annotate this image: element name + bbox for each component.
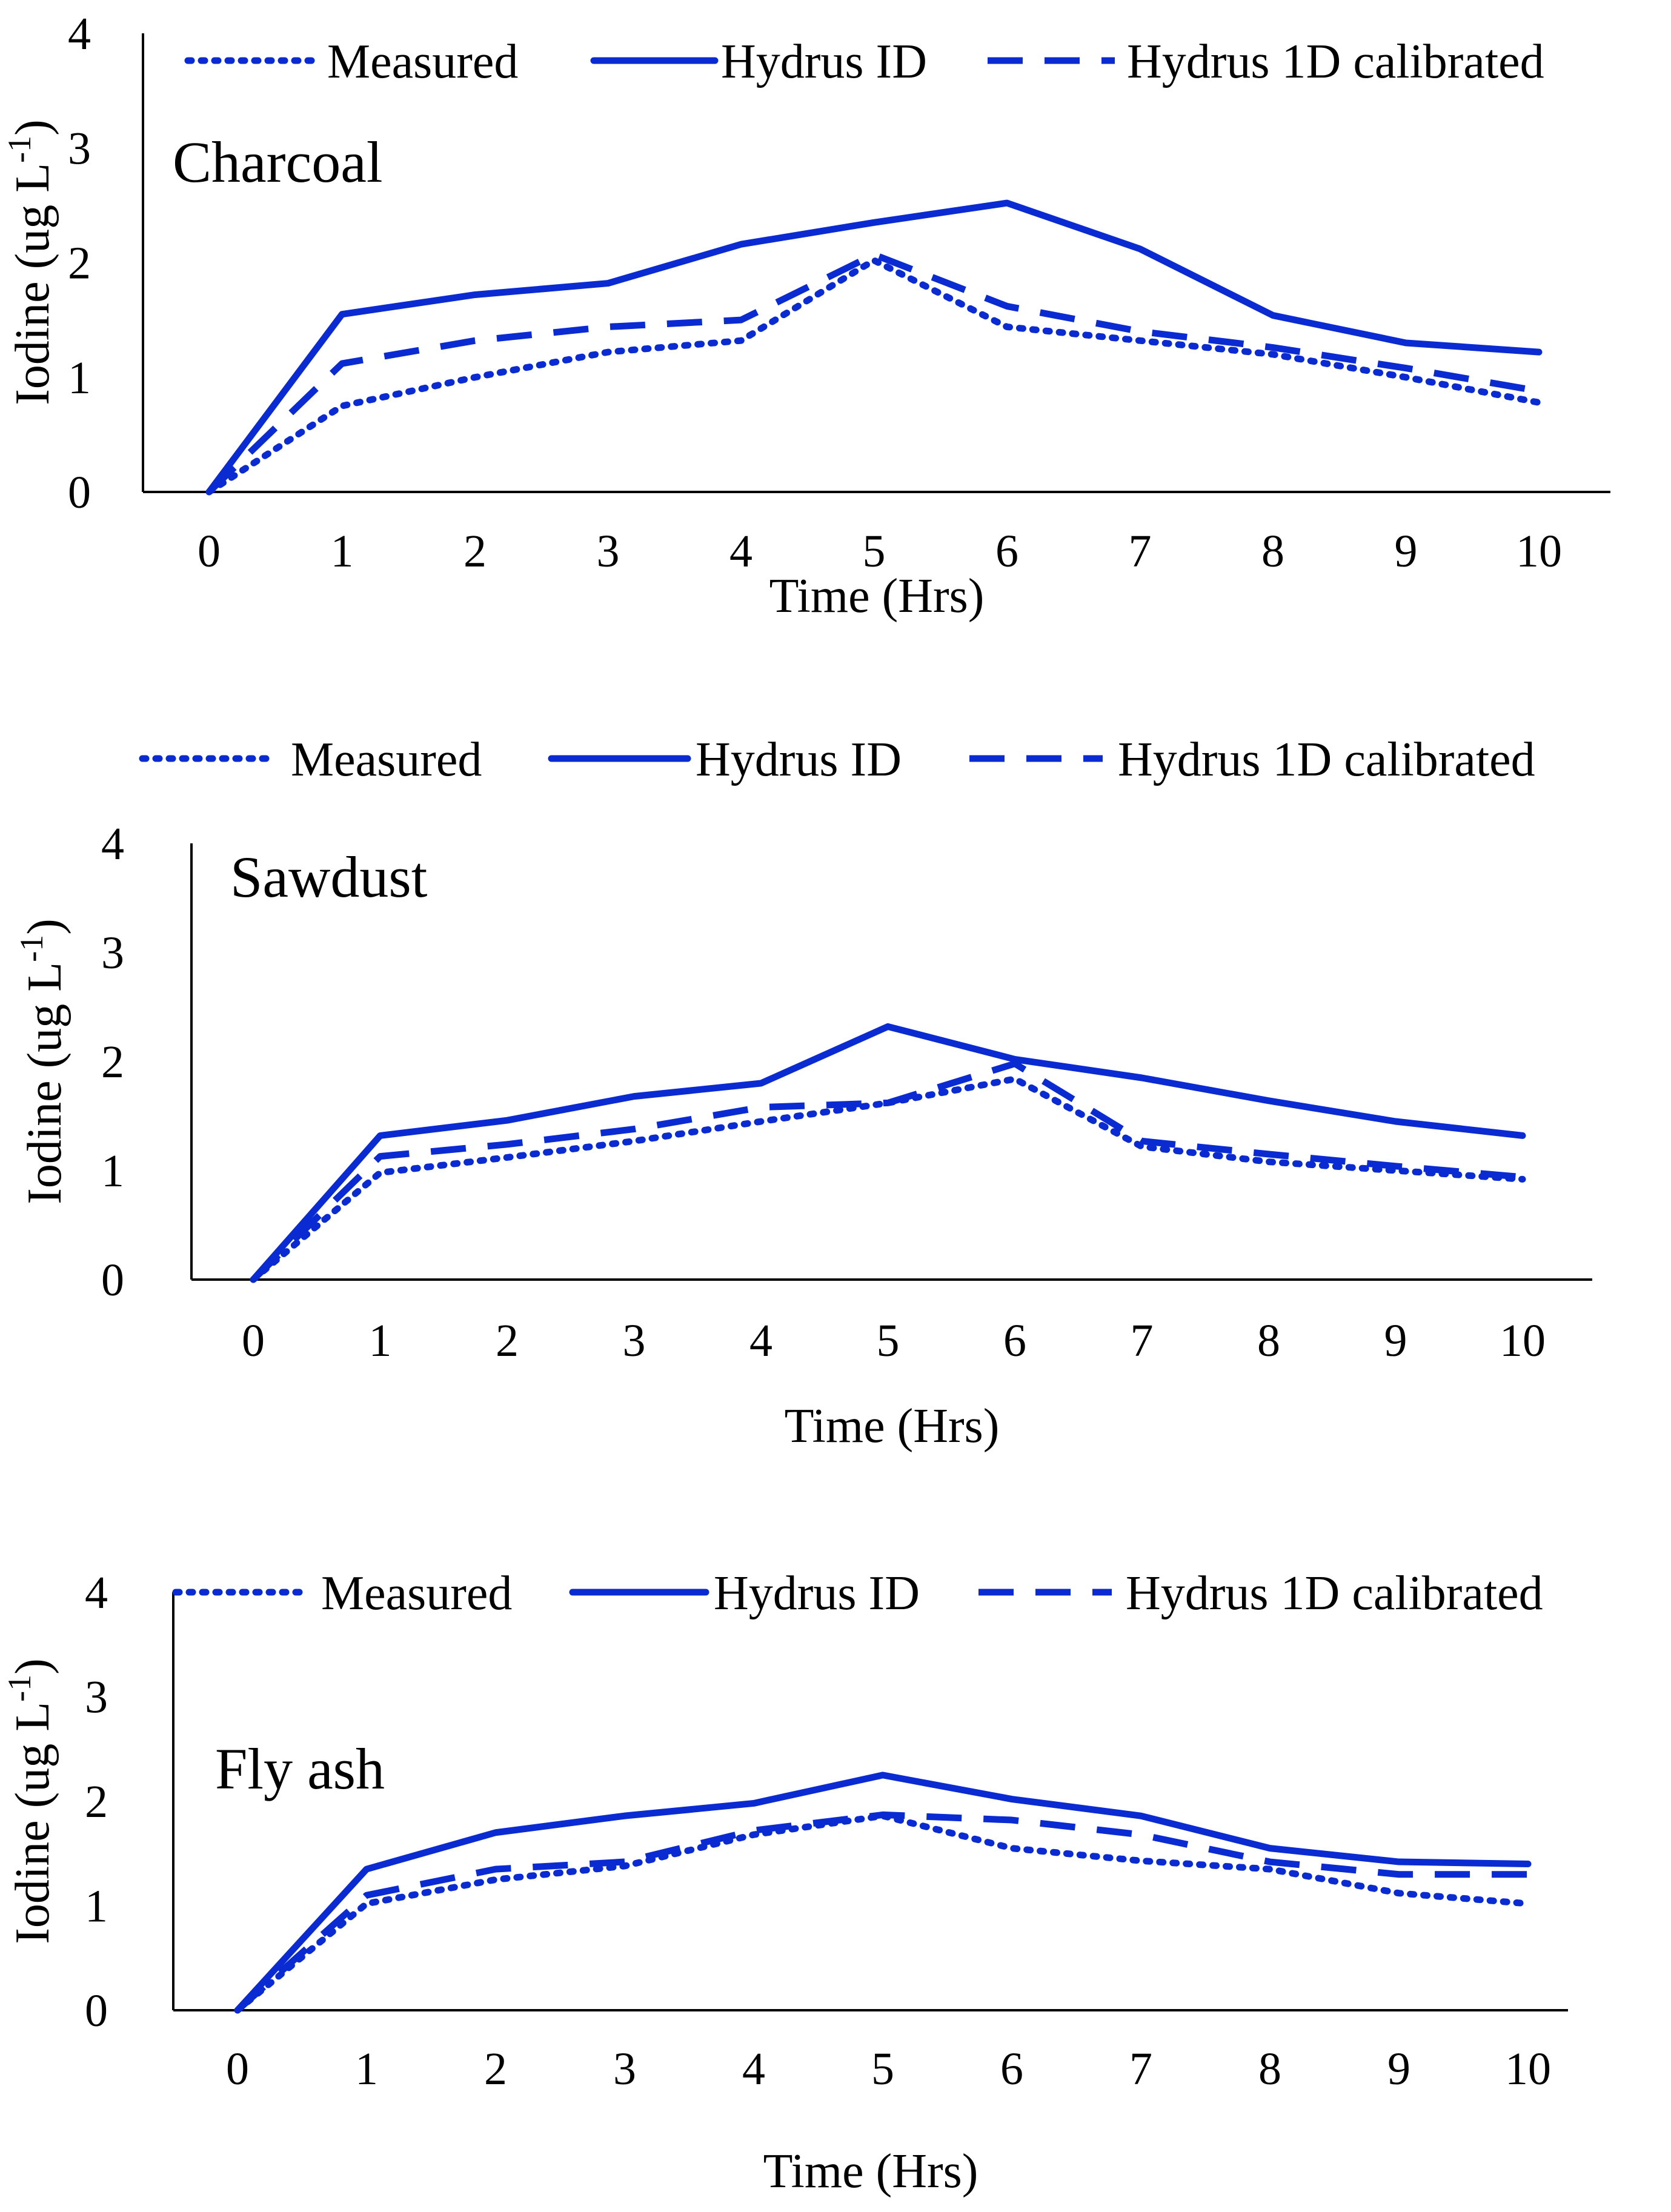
x-tick-label: 8 <box>1258 2044 1281 2094</box>
y-axis-title: Iodine (ug L-1) <box>13 918 71 1204</box>
legend-label-hydrus-id: Hydrus ID <box>696 733 902 786</box>
y-axis-title-superscript: -1 <box>1 1675 38 1702</box>
x-tick-label: 5 <box>863 526 886 577</box>
x-tick-label: 10 <box>1516 526 1562 577</box>
x-tick-label: 4 <box>729 526 752 577</box>
x-tick-label: 1 <box>331 526 354 577</box>
x-axis-title: Time (Hrs) <box>763 2145 978 2198</box>
series-line-hydrus-id <box>205 199 1543 496</box>
x-tick-label: 3 <box>613 2044 636 2094</box>
legend-label-hydrus-1d-calibrated: Hydrus 1D calibrated <box>1127 35 1544 88</box>
legend-label-measured: Measured <box>327 35 518 88</box>
x-tick-label: 1 <box>355 2044 378 2094</box>
y-tick-label: 3 <box>85 1672 108 1723</box>
y-tick-label: 0 <box>85 1985 108 2036</box>
x-tick-label: 6 <box>1000 2044 1023 2094</box>
y-tick-label: 4 <box>68 8 91 59</box>
x-tick-label: 2 <box>484 2044 507 2094</box>
y-axis-title-close: ) <box>6 1658 59 1675</box>
chart-panel-sawdust: 0 1 2 3 4 0 1 2 3 4 5 6 7 8 9 10 Time (Hrs) Iodine (ug L-… <box>13 733 1592 1453</box>
series-line-hydrus-1d-calibrated <box>235 1811 1528 2013</box>
legend: Measured Hydrus ID Hydrus 1D calibrated <box>139 733 1535 786</box>
series-line-hydrus-1d-calibrated <box>251 1060 1523 1282</box>
series-line-hydrus-1d-calibrated <box>207 251 1540 494</box>
series-line-hydrus-id <box>250 1023 1526 1283</box>
y-tick-label: 4 <box>85 1567 108 1618</box>
x-tick-label: 4 <box>742 2044 765 2094</box>
legend-label-measured: Measured <box>291 733 482 786</box>
legend-label-hydrus-id: Hydrus ID <box>721 35 927 88</box>
x-tick-label: 1 <box>369 1315 392 1366</box>
x-tick-label: 5 <box>871 2044 894 2094</box>
legend-label-measured: Measured <box>321 1567 512 1620</box>
y-tick-label: 2 <box>85 1776 108 1827</box>
x-tick-label: 7 <box>1129 526 1152 577</box>
x-tick-label: 8 <box>1261 526 1284 577</box>
legend-label-hydrus-1d-calibrated: Hydrus 1D calibrated <box>1118 733 1535 786</box>
legend: Measured Hydrus ID Hydrus 1D calibrated <box>184 35 1544 88</box>
panel-title: Fly ash <box>215 1736 385 1801</box>
x-tick-label: 9 <box>1387 2044 1410 2094</box>
x-axis-title: Time (Hrs) <box>785 1400 1000 1453</box>
x-tick-label: 6 <box>995 526 1018 577</box>
panel-title: Charcoal <box>173 130 383 194</box>
x-tick-label: 8 <box>1257 1315 1280 1366</box>
y-tick-label: 3 <box>68 123 91 174</box>
chart-panel-fly-ash: 0 1 2 3 4 0 1 2 3 4 5 6 7 8 9 10 Time (Hrs) Iodine (ug L-… <box>1 1567 1568 2198</box>
y-tick-label: 2 <box>68 238 91 289</box>
series-line-measured <box>205 257 1543 496</box>
x-tick-label: 10 <box>1500 1315 1546 1366</box>
y-axis-title-text: Iodine (ug L <box>6 1702 59 1944</box>
y-axis-title: Iodine (ug L-1) <box>1 119 59 405</box>
x-axis-title: Time (Hrs) <box>769 570 985 623</box>
y-axis-title-close: ) <box>6 119 59 136</box>
legend: Measured Hydrus ID Hydrus 1D calibrated <box>172 1567 1543 1620</box>
series-line-hydrus-id <box>234 1772 1532 2014</box>
x-tick-label: 7 <box>1129 2044 1152 2094</box>
x-tick-label: 7 <box>1131 1315 1154 1366</box>
legend-label-hydrus-1d-calibrated: Hydrus 1D calibrated <box>1126 1567 1543 1620</box>
x-tick-label: 3 <box>597 526 620 577</box>
x-tick-label: 9 <box>1384 1315 1407 1366</box>
x-tick-label: 2 <box>463 526 487 577</box>
panel-title: Sawdust <box>230 845 428 909</box>
x-tick-label: 10 <box>1505 2044 1551 2094</box>
y-tick-label: 1 <box>85 1881 108 1932</box>
x-tick-label: 2 <box>496 1315 519 1366</box>
y-axis-title: Iodine (ug L-1) <box>1 1658 59 1944</box>
x-tick-label: 9 <box>1395 526 1418 577</box>
legend-label-hydrus-id: Hydrus ID <box>714 1567 920 1620</box>
y-tick-label: 0 <box>68 467 91 518</box>
y-tick-label: 0 <box>101 1255 124 1306</box>
x-tick-label: 0 <box>198 526 221 577</box>
x-tick-label: 0 <box>242 1315 265 1366</box>
x-tick-label: 0 <box>226 2044 249 2094</box>
x-tick-label: 5 <box>877 1315 900 1366</box>
x-tick-label: 6 <box>1003 1315 1026 1366</box>
y-tick-label: 3 <box>101 928 124 978</box>
y-axis-title-superscript: -1 <box>13 935 50 962</box>
chart-panel-charcoal: 0 1 2 3 4 0 1 2 3 4 5 6 7 8 9 10 Time (Hrs) Iodine (ug L-… <box>1 8 1610 623</box>
y-axis-title-superscript: -1 <box>1 136 38 163</box>
x-tick-label: 4 <box>749 1315 772 1366</box>
y-tick-label: 1 <box>68 353 91 404</box>
y-tick-label: 4 <box>101 819 124 869</box>
y-axis-title-close: ) <box>18 918 71 935</box>
y-axis-title-text: Iodine (ug L <box>6 163 59 405</box>
y-tick-label: 2 <box>101 1037 124 1088</box>
series-line-measured <box>234 1812 1532 2014</box>
y-axis-title-text: Iodine (ug L <box>18 962 71 1204</box>
y-tick-label: 1 <box>101 1146 124 1197</box>
x-tick-label: 3 <box>623 1315 646 1366</box>
